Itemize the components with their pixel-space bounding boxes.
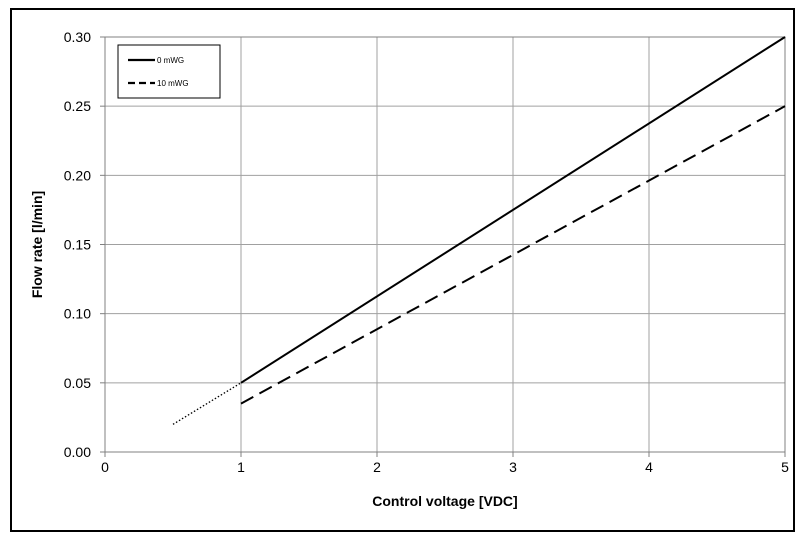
y-tick-label: 0.05 [64,375,91,391]
y-tick-label: 0.20 [64,167,91,183]
legend-box [117,44,221,99]
y-axis-title: Flow rate [l/min] [29,191,45,298]
x-tick-label: 3 [509,459,517,475]
series-line-dashed [240,105,786,405]
grid [100,36,786,457]
x-tick-label: 2 [373,459,381,475]
x-tick-labels: 0 1 2 3 4 5 [101,459,789,475]
y-tick-label: 0.00 [64,444,91,460]
y-tick-label: 0.15 [64,237,91,253]
legend-label-10-mwg: 10 mWG [157,79,189,88]
series-line-dotted [172,382,242,425]
x-tick-label: 4 [645,459,653,475]
y-tick-label: 0.25 [64,98,91,114]
series-line-solid [240,36,786,384]
plot-area [104,36,786,453]
legend-label-0-mwg: 0 mWG [157,56,184,65]
y-tick-label: 0.30 [64,29,91,45]
x-tick-label: 5 [781,459,789,475]
series-layer [172,36,786,425]
y-tick-labels: 0.00 0.05 0.10 0.15 0.20 0.25 0.30 [64,29,91,460]
x-axis-title: Control voltage [VDC] [372,493,517,509]
legend: 0 mWG 10 mWG [117,44,221,99]
y-tick-label: 0.10 [64,306,91,322]
x-tick-label: 1 [237,459,245,475]
x-tick-label: 0 [101,459,109,475]
